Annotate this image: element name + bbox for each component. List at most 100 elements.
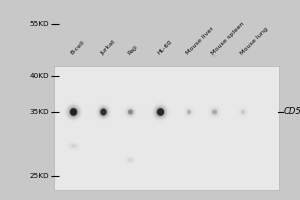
Ellipse shape bbox=[159, 110, 162, 114]
Ellipse shape bbox=[128, 110, 133, 114]
Ellipse shape bbox=[240, 109, 246, 115]
Ellipse shape bbox=[65, 104, 82, 120]
Ellipse shape bbox=[241, 110, 245, 114]
Ellipse shape bbox=[70, 144, 77, 148]
Ellipse shape bbox=[124, 106, 136, 118]
Ellipse shape bbox=[184, 107, 194, 117]
Ellipse shape bbox=[242, 111, 244, 113]
Ellipse shape bbox=[128, 109, 133, 115]
Ellipse shape bbox=[151, 102, 170, 122]
Ellipse shape bbox=[72, 145, 75, 147]
Ellipse shape bbox=[185, 108, 193, 116]
Ellipse shape bbox=[212, 109, 218, 115]
Ellipse shape bbox=[99, 107, 108, 117]
Ellipse shape bbox=[69, 143, 78, 149]
Ellipse shape bbox=[70, 108, 77, 116]
Text: 55KD: 55KD bbox=[30, 21, 50, 27]
Text: 40KD: 40KD bbox=[30, 73, 50, 79]
Ellipse shape bbox=[129, 110, 132, 114]
Ellipse shape bbox=[188, 111, 190, 113]
Ellipse shape bbox=[157, 108, 164, 116]
Ellipse shape bbox=[96, 103, 111, 121]
Ellipse shape bbox=[128, 159, 133, 161]
Text: 35KD: 35KD bbox=[30, 109, 50, 115]
Ellipse shape bbox=[155, 106, 166, 118]
Ellipse shape bbox=[64, 102, 83, 122]
Ellipse shape bbox=[242, 111, 244, 113]
Text: 25KD: 25KD bbox=[30, 173, 50, 179]
Ellipse shape bbox=[211, 109, 218, 115]
Ellipse shape bbox=[152, 103, 169, 121]
Ellipse shape bbox=[102, 110, 105, 114]
Ellipse shape bbox=[102, 110, 105, 114]
Ellipse shape bbox=[212, 55, 217, 57]
Ellipse shape bbox=[125, 107, 136, 117]
Ellipse shape bbox=[70, 144, 76, 148]
Ellipse shape bbox=[158, 109, 163, 115]
Ellipse shape bbox=[127, 109, 134, 115]
Ellipse shape bbox=[153, 104, 169, 120]
Ellipse shape bbox=[210, 108, 219, 116]
Ellipse shape bbox=[213, 110, 216, 114]
Ellipse shape bbox=[101, 109, 106, 115]
Ellipse shape bbox=[125, 106, 136, 118]
Text: Jurkat: Jurkat bbox=[100, 39, 117, 56]
Ellipse shape bbox=[72, 110, 75, 114]
Ellipse shape bbox=[212, 55, 217, 57]
Ellipse shape bbox=[65, 103, 82, 121]
Ellipse shape bbox=[210, 54, 219, 58]
Ellipse shape bbox=[157, 108, 164, 116]
Ellipse shape bbox=[211, 54, 218, 58]
Ellipse shape bbox=[129, 159, 132, 161]
Ellipse shape bbox=[210, 107, 219, 117]
Ellipse shape bbox=[99, 107, 108, 117]
Ellipse shape bbox=[100, 108, 107, 116]
Text: Mouse spleen: Mouse spleen bbox=[211, 21, 246, 56]
Ellipse shape bbox=[96, 104, 111, 120]
Ellipse shape bbox=[211, 54, 218, 58]
Ellipse shape bbox=[71, 109, 76, 115]
Ellipse shape bbox=[128, 159, 133, 161]
Ellipse shape bbox=[240, 109, 246, 115]
Ellipse shape bbox=[129, 159, 132, 161]
Ellipse shape bbox=[130, 159, 131, 161]
Ellipse shape bbox=[153, 104, 168, 120]
Ellipse shape bbox=[126, 107, 135, 117]
Ellipse shape bbox=[68, 106, 80, 118]
Ellipse shape bbox=[127, 108, 134, 116]
Ellipse shape bbox=[211, 108, 218, 116]
Ellipse shape bbox=[129, 111, 132, 113]
Ellipse shape bbox=[154, 105, 167, 119]
Ellipse shape bbox=[71, 145, 76, 147]
Bar bbox=[54, 66, 279, 190]
Ellipse shape bbox=[72, 145, 75, 147]
Text: Mouse liver: Mouse liver bbox=[185, 26, 215, 56]
Ellipse shape bbox=[70, 144, 77, 148]
Text: Raji: Raji bbox=[127, 44, 139, 56]
Ellipse shape bbox=[188, 110, 190, 114]
Text: HL-60: HL-60 bbox=[157, 39, 174, 56]
Ellipse shape bbox=[212, 109, 217, 115]
Ellipse shape bbox=[185, 108, 193, 116]
Ellipse shape bbox=[69, 108, 78, 116]
Ellipse shape bbox=[213, 55, 216, 57]
Ellipse shape bbox=[98, 106, 109, 118]
Ellipse shape bbox=[154, 106, 166, 118]
Ellipse shape bbox=[212, 110, 217, 114]
Ellipse shape bbox=[128, 158, 133, 162]
Ellipse shape bbox=[241, 110, 245, 114]
Ellipse shape bbox=[242, 111, 244, 113]
Ellipse shape bbox=[187, 110, 191, 114]
Ellipse shape bbox=[68, 106, 79, 118]
Ellipse shape bbox=[129, 159, 132, 161]
Ellipse shape bbox=[209, 107, 220, 117]
Text: CD53: CD53 bbox=[284, 108, 300, 116]
Ellipse shape bbox=[156, 107, 165, 117]
Ellipse shape bbox=[185, 107, 193, 117]
Ellipse shape bbox=[188, 111, 190, 113]
Ellipse shape bbox=[69, 107, 78, 117]
Ellipse shape bbox=[100, 108, 107, 116]
Ellipse shape bbox=[66, 104, 81, 120]
Ellipse shape bbox=[98, 106, 109, 118]
Ellipse shape bbox=[128, 110, 133, 114]
